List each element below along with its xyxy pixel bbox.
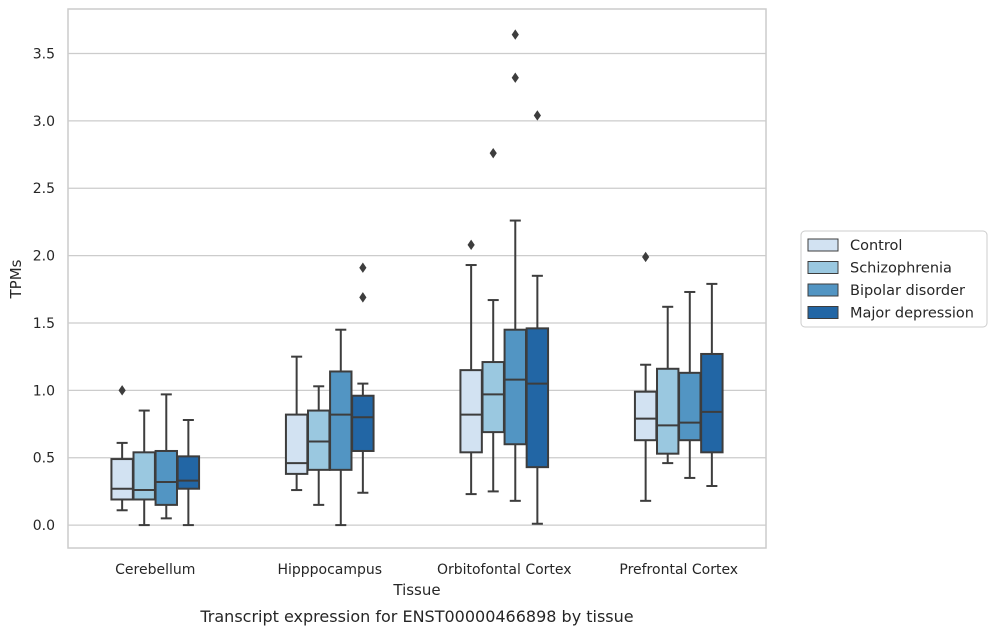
box-iqr: [132, 451, 156, 501]
outlier-point: [359, 262, 367, 273]
box-schizophrenia: [481, 147, 505, 493]
legend-frame: [800, 230, 988, 328]
box-plots: [110, 29, 724, 527]
legend-swatch: [807, 283, 839, 297]
box-iqr: [700, 352, 724, 454]
box-schizophrenia: [132, 409, 156, 527]
legend-label: Bipolar disorder: [850, 283, 965, 299]
outlier-point: [489, 147, 497, 159]
legend-swatch: [807, 261, 839, 274]
x-tick-label: Cerebellum: [115, 562, 195, 578]
outlier-point: [467, 239, 475, 251]
box-control: [459, 239, 483, 496]
box-bipolar-disorder: [154, 393, 178, 520]
outlier-point: [511, 29, 519, 40]
x-tick-label: Hipppocampus: [277, 562, 382, 578]
box-major-depression: [351, 262, 375, 494]
box-iqr: [459, 369, 483, 454]
y-axis-ticks: 0.0 0.5 1.0 1.5 2.0 2.5 3.0 3.5: [33, 46, 55, 534]
y-axis-label: TPMs: [7, 259, 25, 299]
legend: Control Schizophrenia Bipolar disorder Majo…: [800, 230, 988, 328]
plot-area-frame: [67, 8, 767, 549]
box-iqr: [307, 409, 331, 471]
box-iqr: [351, 394, 375, 452]
box-control: [284, 355, 309, 492]
legend-label: Major depression: [850, 306, 974, 322]
outlier-point: [359, 292, 367, 303]
legend-swatch: [807, 306, 839, 319]
box-iqr: [176, 455, 201, 490]
legend-swatch: [807, 238, 839, 252]
outlier-point: [118, 385, 126, 396]
box-bipolar-disorder: [503, 29, 527, 502]
box-control: [110, 385, 134, 512]
box-schizophrenia: [656, 305, 680, 465]
box-control: [633, 251, 658, 502]
x-axis-label: Tissue: [392, 581, 440, 599]
x-axis-ticks: Cerebellum Hipppocampus Orbitofontal Corte…: [115, 562, 738, 578]
box-iqr: [284, 413, 309, 475]
chart-caption: Transcript expression for ENST0000046689…: [199, 607, 633, 626]
outlier-point: [511, 72, 519, 83]
box-bipolar-disorder: [678, 290, 702, 479]
box-major-depression: [525, 110, 550, 525]
legend-label: Schizophrenia: [850, 261, 952, 277]
box-iqr: [633, 390, 658, 442]
box-bipolar-disorder: [329, 328, 353, 527]
box-iqr: [503, 328, 527, 446]
box-major-depression: [176, 418, 201, 527]
box-iqr: [481, 361, 505, 434]
x-tick-label: Orbitofontal Cortex: [437, 562, 572, 578]
x-tick-label: Prefrontal Cortex: [619, 562, 738, 578]
box-iqr: [154, 449, 178, 506]
y-tick-label: 3.5: [33, 46, 55, 62]
legend-label: Control: [850, 238, 902, 254]
y-tick-label: 2.5: [33, 181, 55, 197]
box-schizophrenia: [307, 385, 331, 506]
outlier-point: [642, 251, 650, 263]
y-tick-label: 0.5: [33, 451, 55, 467]
y-tick-label: 3.0: [33, 114, 55, 130]
y-tick-label: 1.5: [33, 316, 55, 332]
box-iqr: [525, 327, 550, 469]
box-iqr: [656, 367, 680, 455]
box-iqr: [329, 370, 353, 471]
box-iqr: [110, 458, 134, 501]
box-major-depression: [700, 282, 724, 488]
y-tick-label: 2.0: [33, 249, 55, 265]
outlier-point: [533, 110, 541, 121]
y-tick-label: 1.0: [33, 383, 55, 399]
box-iqr: [678, 371, 702, 442]
y-tick-label: 0.0: [33, 518, 55, 534]
